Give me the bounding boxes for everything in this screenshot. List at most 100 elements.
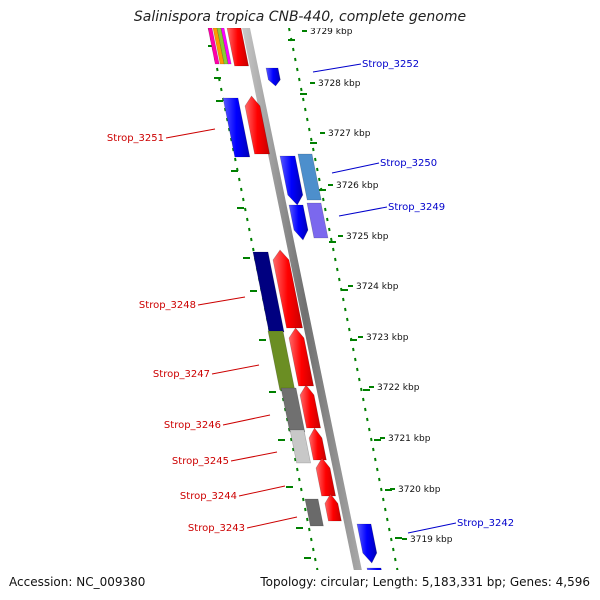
guide-dash: [242, 197, 245, 202]
guide-dash: [390, 537, 393, 542]
guide-dash: [292, 447, 295, 452]
gene-label: Strop_3252: [362, 59, 419, 70]
guide-dash: [308, 127, 311, 132]
gene-block: [207, 28, 220, 65]
guide-dash: [292, 47, 295, 52]
guide-dash: [290, 437, 293, 442]
gene-track: [207, 28, 382, 570]
guide-dash: [366, 417, 369, 422]
kbp-tick-label: 3726 kbp: [336, 181, 379, 191]
guide-dash: [234, 157, 237, 162]
guide-dash: [318, 177, 321, 182]
gene-label: Strop_3243: [188, 523, 245, 534]
gene-label: Strop_3246: [164, 420, 221, 431]
guide-dash: [310, 537, 313, 542]
gene-block: [272, 249, 303, 329]
kbp-tick-label: 3725 kbp: [346, 232, 389, 242]
guide-dash: [394, 557, 397, 562]
label-leader-line: [338, 206, 388, 217]
gene-label: Strop_3249: [388, 202, 445, 213]
guide-dash: [326, 217, 329, 222]
label-leader-line: [331, 162, 380, 174]
gene-block: [356, 523, 378, 564]
guide-dash: [386, 517, 389, 522]
guide-dash: [244, 207, 247, 212]
label-leader-line: [238, 485, 286, 497]
gene-block: [304, 498, 324, 527]
gene-block: [288, 204, 309, 241]
guide-dash: [304, 507, 307, 512]
guide-dash: [252, 247, 255, 252]
guide-dash: [364, 407, 367, 412]
label-leader-line: [246, 516, 298, 529]
gene-block: [222, 97, 251, 158]
guide-dash: [358, 377, 361, 382]
kbp-tick-label: 3719 kbp: [410, 535, 453, 545]
kbp-tick-label: 3728 kbp: [318, 79, 361, 89]
gene-block: [299, 384, 321, 429]
guide-dash: [306, 517, 309, 522]
guide-dash: [304, 107, 307, 112]
gene-block: [226, 28, 249, 67]
gene-block: [297, 153, 322, 201]
label-leader-line: [211, 364, 260, 375]
guide-dash: [296, 467, 299, 472]
genome-backbone: [242, 28, 362, 570]
guide-dash: [344, 307, 347, 312]
guide-dash: [316, 567, 319, 570]
figure-title: Salinispora tropica CNB-440, complete ge…: [133, 9, 467, 25]
guide-dash: [328, 227, 331, 232]
label-leader-line: [230, 451, 278, 462]
gene-block: [366, 567, 382, 570]
guide-dash: [356, 367, 359, 372]
guide-dash: [238, 177, 241, 182]
guide-dash: [376, 467, 379, 472]
gene-block: [265, 67, 281, 87]
gene-label: Strop_3250: [380, 158, 437, 169]
label-leader-line: [407, 522, 457, 534]
guide-dash: [334, 257, 337, 262]
guide-dash: [368, 427, 371, 432]
guide-dash: [370, 437, 373, 442]
guide-dash: [294, 57, 297, 62]
kbp-tick-label: 3721 kbp: [388, 434, 431, 444]
guide-dash: [382, 497, 385, 502]
guide-dash: [338, 277, 341, 282]
guide-dash: [302, 497, 305, 502]
guide-dash: [302, 97, 305, 102]
label-leader-line: [312, 63, 362, 73]
guide-dash: [352, 347, 355, 352]
guide-dash: [312, 547, 315, 552]
gene-block: [252, 251, 285, 333]
gene-block: [308, 427, 327, 461]
kbp-tick-label: 3729 kbp: [310, 27, 353, 37]
kbp-scale: 3729 kbp 3728 kbp 3727 kbp 3726 kbp 3725 kbp…: [302, 27, 453, 545]
guide-dash: [220, 87, 223, 92]
accession-text: Accession: NC_009380: [9, 575, 146, 589]
guide-dash: [288, 28, 291, 32]
guide-dash: [392, 547, 395, 552]
gene-block: [280, 387, 306, 433]
guide-dash: [316, 167, 319, 172]
gene-block: [220, 28, 232, 65]
gene-label: Strop_3245: [172, 456, 229, 467]
guide-dash: [294, 457, 297, 462]
guide-dash: [342, 297, 345, 302]
guide-dash: [362, 397, 365, 402]
guide-dash: [298, 477, 301, 482]
gene-block: [306, 202, 329, 239]
guide-dash: [372, 447, 375, 452]
guide-dash: [380, 487, 383, 492]
gene-block: [279, 155, 304, 206]
guide-dash: [298, 77, 301, 82]
guide-dash: [250, 237, 253, 242]
guide-dash: [360, 387, 363, 392]
gene-label-layer: Strop_3251 Strop_3248 Strop_3247 Strop_3246…: [107, 59, 514, 534]
guide-dash: [388, 527, 391, 532]
guide-dash: [308, 527, 311, 532]
kbp-tick-label: 3720 kbp: [398, 485, 441, 495]
gene-block: [324, 493, 342, 522]
guide-dash: [378, 477, 381, 482]
gene-label: Strop_3247: [153, 369, 210, 380]
